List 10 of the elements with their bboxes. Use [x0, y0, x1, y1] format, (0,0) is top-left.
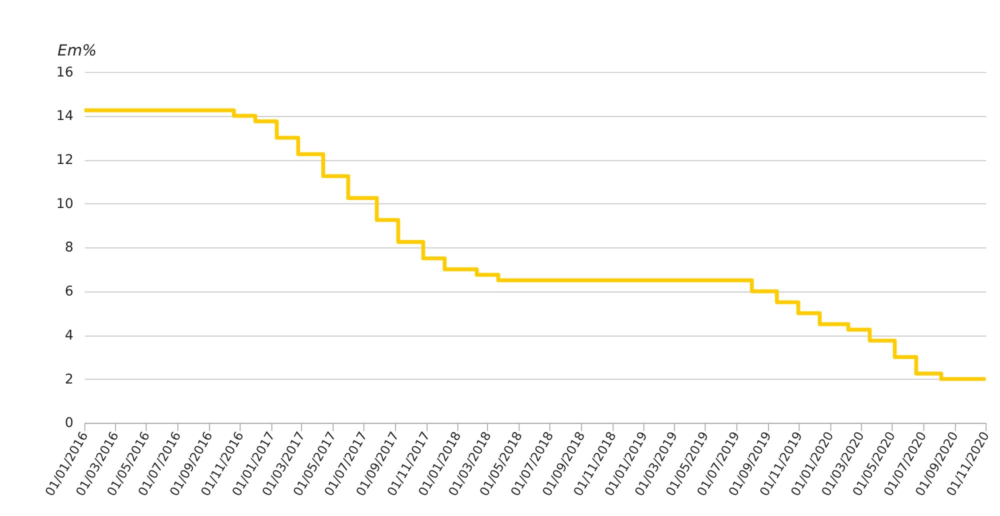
y-tick-label: 10: [56, 196, 74, 212]
y-tick-label: 6: [64, 284, 74, 300]
y-tick-label: 0: [64, 416, 74, 432]
y-tick-label: 4: [64, 328, 74, 344]
y-tick-label: 8: [64, 240, 74, 256]
y-tick-label: 16: [56, 65, 74, 80]
y-tick-label: 14: [56, 109, 74, 124]
y-tick-label: 2: [64, 372, 74, 388]
y-tick-label: 12: [56, 153, 74, 168]
y-axis-title: Em%: [58, 42, 97, 60]
